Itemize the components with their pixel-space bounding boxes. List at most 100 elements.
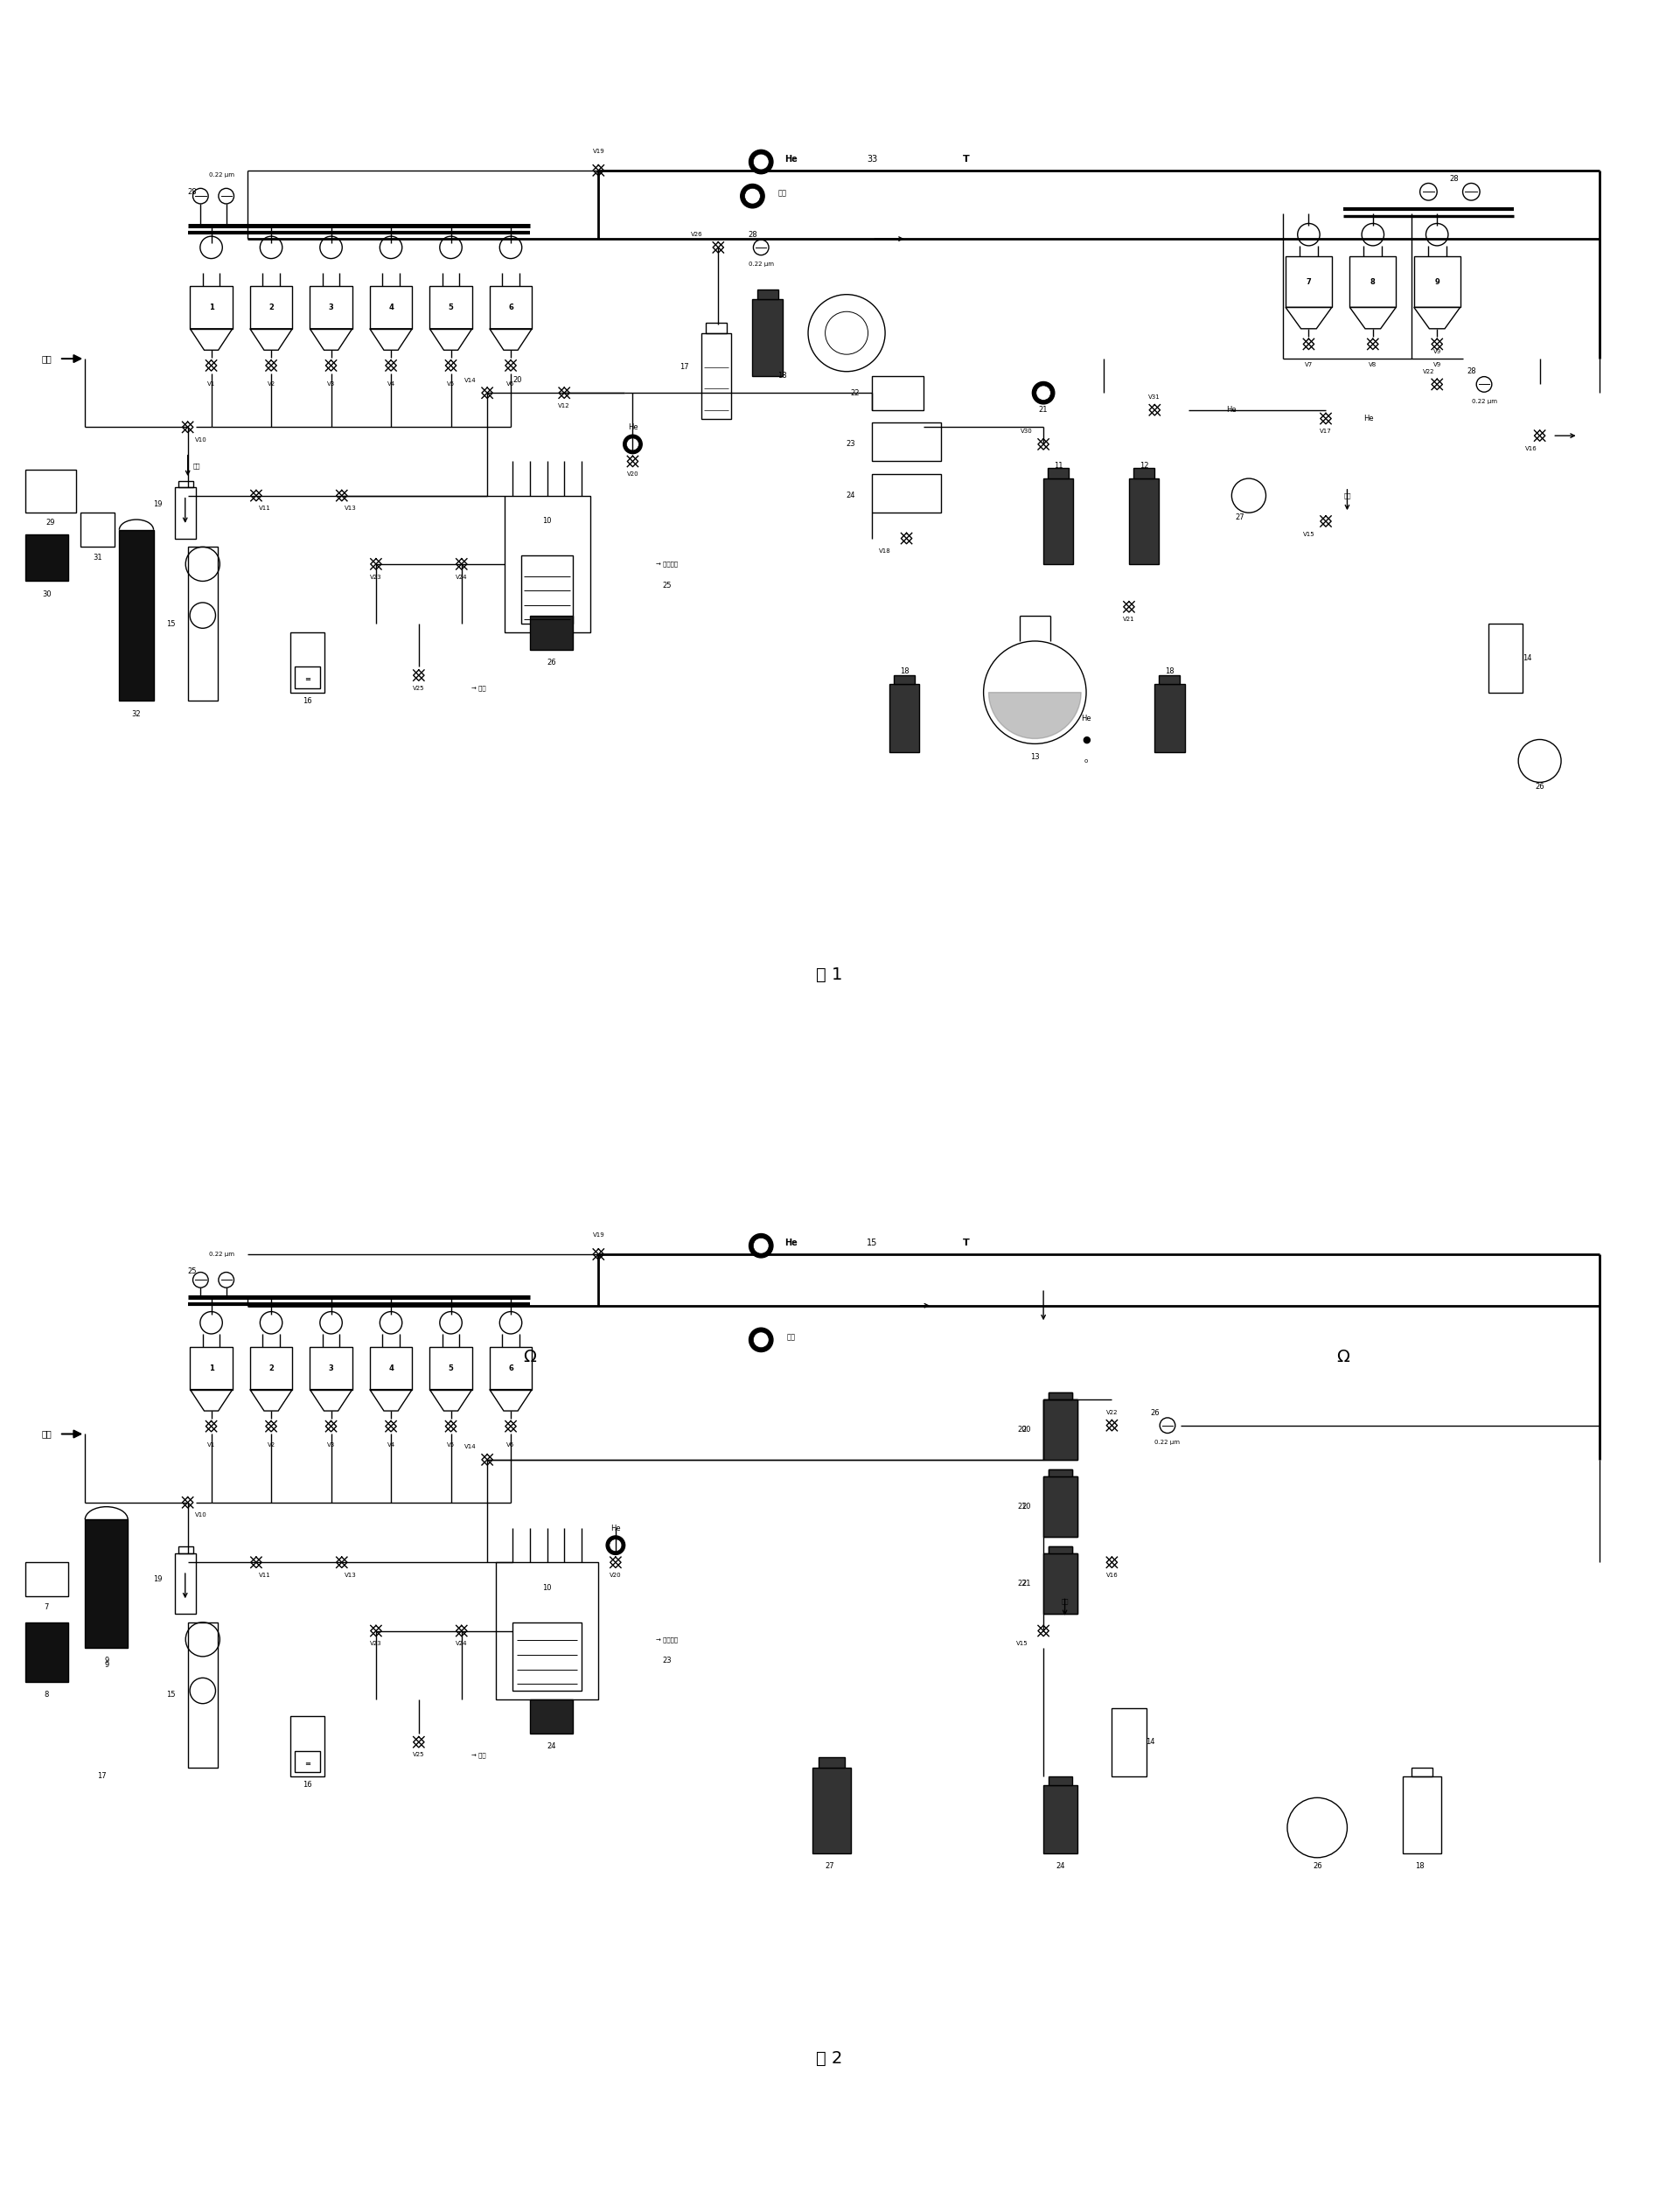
Text: 0.22 μm: 0.22 μm	[209, 173, 234, 177]
Bar	[295, 666, 320, 688]
Bar	[1130, 478, 1160, 564]
Circle shape	[753, 155, 768, 170]
Bar	[1048, 1469, 1072, 1478]
Bar	[1044, 1400, 1078, 1460]
Text: 12: 12	[1140, 462, 1148, 469]
Text: 靶水: 靶水	[41, 1429, 51, 1438]
Bar	[191, 285, 232, 330]
Text: 空气: 空气	[786, 1334, 795, 1340]
Text: V31: V31	[1148, 394, 1161, 400]
Bar	[174, 1553, 196, 1615]
Text: 23: 23	[846, 440, 856, 449]
Text: V24: V24	[456, 575, 468, 580]
Text: → 排气: → 排气	[471, 686, 486, 690]
Bar	[1048, 1469, 1072, 1478]
Text: 4: 4	[388, 303, 393, 312]
Text: ≡: ≡	[305, 675, 310, 684]
Text: 0.22 μm: 0.22 μm	[1472, 398, 1496, 405]
Text: 25: 25	[187, 1267, 197, 1276]
Text: 图 1: 图 1	[816, 967, 843, 982]
Circle shape	[606, 1535, 625, 1555]
Text: V16: V16	[1107, 1573, 1118, 1577]
Bar	[873, 473, 941, 513]
Bar	[1413, 257, 1460, 307]
Text: 25: 25	[662, 582, 672, 588]
Bar	[1404, 1776, 1442, 1854]
Text: He: He	[1364, 414, 1374, 422]
Text: V15: V15	[1015, 1641, 1029, 1646]
Bar	[1048, 1394, 1072, 1400]
Text: V6: V6	[506, 1442, 514, 1447]
Text: 26: 26	[1150, 1409, 1160, 1416]
Bar	[753, 299, 783, 376]
Text: 8: 8	[45, 1690, 48, 1699]
Circle shape	[753, 1332, 768, 1347]
Text: 空气: 空气	[778, 190, 786, 197]
Text: 27: 27	[1236, 513, 1244, 522]
Text: V2: V2	[267, 1442, 275, 1447]
Bar	[85, 1520, 128, 1648]
Text: 17: 17	[98, 1772, 106, 1781]
Text: 29: 29	[46, 520, 55, 526]
Text: V19: V19	[592, 1232, 604, 1239]
Bar	[702, 334, 732, 418]
Text: 15: 15	[868, 1239, 878, 1248]
Text: T: T	[962, 155, 971, 164]
Bar	[1044, 1478, 1078, 1537]
Text: V1: V1	[207, 1442, 216, 1447]
Bar	[1350, 257, 1395, 307]
Text: 排气: 排气	[1062, 1597, 1068, 1604]
Text: 6: 6	[508, 303, 513, 312]
Text: 9: 9	[1435, 279, 1440, 285]
Text: 33: 33	[868, 155, 878, 164]
Bar	[818, 1759, 844, 1767]
Text: V7: V7	[1304, 363, 1312, 367]
Text: V12: V12	[559, 403, 571, 409]
Text: 21: 21	[1017, 1502, 1027, 1511]
Bar	[310, 285, 352, 330]
Bar	[370, 285, 411, 330]
Bar	[1488, 624, 1523, 692]
Text: 16: 16	[304, 1781, 312, 1790]
Text: V14: V14	[465, 1444, 476, 1449]
Bar	[813, 1767, 851, 1854]
Text: 靶水: 靶水	[41, 354, 51, 363]
Text: 16: 16	[304, 697, 312, 706]
Text: V23: V23	[370, 1641, 382, 1646]
Bar	[521, 555, 572, 624]
Text: 21: 21	[1039, 407, 1048, 414]
Text: He: He	[785, 155, 798, 164]
Bar	[529, 615, 572, 650]
Text: V4: V4	[387, 383, 395, 387]
Bar	[489, 1347, 533, 1389]
Text: V24: V24	[456, 1641, 468, 1646]
Bar	[889, 684, 919, 752]
Circle shape	[745, 188, 760, 204]
Text: 20: 20	[1022, 1502, 1030, 1511]
Text: o: o	[1085, 759, 1088, 763]
Text: 0.22 μm: 0.22 μm	[209, 1252, 234, 1256]
Text: V16: V16	[1525, 447, 1538, 451]
Text: V26: V26	[690, 232, 703, 237]
Bar	[25, 469, 76, 513]
Bar	[430, 285, 473, 330]
Text: V20: V20	[627, 471, 639, 478]
Text: 26: 26	[1535, 783, 1545, 790]
Text: 19: 19	[153, 500, 163, 509]
Text: V8: V8	[1369, 363, 1377, 367]
Text: 18: 18	[778, 372, 786, 380]
Text: V15: V15	[1302, 531, 1314, 538]
Bar	[295, 1750, 320, 1772]
Text: 23: 23	[662, 1657, 672, 1666]
Circle shape	[624, 436, 642, 453]
Text: 20: 20	[1022, 1427, 1030, 1433]
Text: V20: V20	[609, 1573, 622, 1577]
Bar	[1044, 478, 1073, 564]
Bar	[1048, 1776, 1072, 1785]
Text: 24: 24	[547, 1743, 556, 1750]
Bar	[1160, 675, 1180, 684]
Text: 13: 13	[1030, 752, 1040, 761]
Bar	[1155, 684, 1185, 752]
Text: V19: V19	[592, 148, 604, 155]
Text: He: He	[1082, 714, 1092, 721]
